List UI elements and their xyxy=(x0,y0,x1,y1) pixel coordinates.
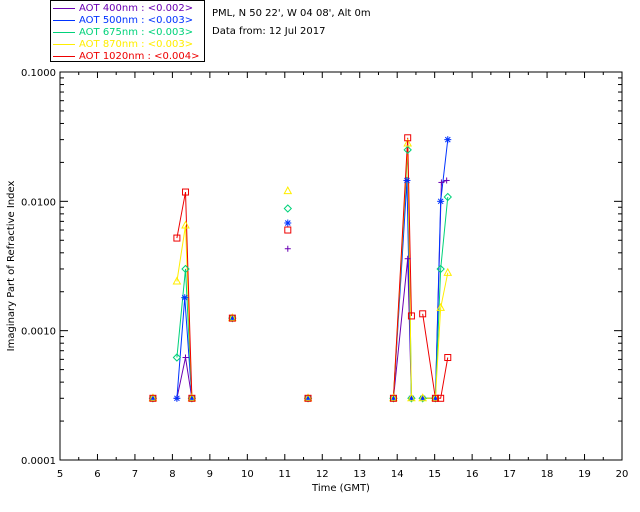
series-2-point xyxy=(403,145,412,155)
series-4-point xyxy=(431,394,439,402)
x-tick-label: 14 xyxy=(391,469,404,480)
series-1-point xyxy=(181,294,189,302)
series-3-point xyxy=(403,138,413,147)
x-tick-label: 17 xyxy=(503,469,516,480)
legend-label-675nm: AOT 675nm : <0.003> xyxy=(79,27,194,38)
legend-swatch-500nm xyxy=(53,19,75,21)
series-0-point xyxy=(443,177,450,184)
series-4-point xyxy=(407,312,415,320)
series-3-point xyxy=(283,186,293,195)
asterisk-marker-d2 xyxy=(284,220,291,226)
series-1-point xyxy=(403,176,411,184)
series-2-point xyxy=(407,394,416,403)
series-4-line xyxy=(176,191,193,399)
y-tick-label: 0.0001 xyxy=(21,456,56,467)
series-4-point xyxy=(437,394,445,402)
y-tick-label: 0.0100 xyxy=(21,197,56,208)
series-0-line xyxy=(422,179,447,399)
series-3-point xyxy=(407,393,416,402)
legend-swatch-675nm xyxy=(53,31,75,33)
y-tick-label: 0.1000 xyxy=(21,68,56,79)
legend-item-870nm: AOT 870nm : <0.003> xyxy=(53,39,193,51)
asterisk-marker-d2 xyxy=(444,136,451,143)
legend-swatch-400nm xyxy=(53,7,75,9)
site-info: PML, N 50 22', W 04 08', Alt 0m xyxy=(212,8,371,19)
series-3-point xyxy=(418,393,428,402)
series-4-point xyxy=(304,394,312,402)
legend-item-675nm: AOT 675nm : <0.003> xyxy=(53,27,193,39)
series-4-point xyxy=(419,310,427,318)
asterisk-marker-d2 xyxy=(437,198,444,205)
series-3-point xyxy=(181,220,190,229)
series-2-line xyxy=(176,268,193,399)
x-tick-label: 13 xyxy=(353,469,366,480)
legend-item-400nm: AOT 400nm : <0.002> xyxy=(53,3,193,15)
x-tick-label: 11 xyxy=(278,469,291,480)
x-tick-label: 19 xyxy=(578,469,591,480)
series-2-point xyxy=(181,264,190,274)
x-tick-label: 9 xyxy=(207,469,213,480)
series-2-point xyxy=(418,394,427,403)
series-2-point xyxy=(436,264,445,274)
series-4-point xyxy=(228,314,236,322)
x-tick-label: 10 xyxy=(241,469,254,480)
legend-item-1020nm: AOT 1020nm : <0.004> xyxy=(53,51,199,63)
asterisk-marker-d2 xyxy=(181,294,188,301)
legend-item-500nm: AOT 500nm : <0.003> xyxy=(53,15,193,27)
series-4-point xyxy=(284,226,292,234)
y-tick-label: 0.0010 xyxy=(21,327,56,338)
series-4-point xyxy=(149,394,157,402)
x-tick-label: 8 xyxy=(169,469,175,480)
series-4-line xyxy=(422,313,449,399)
series-4-point xyxy=(404,134,412,142)
series-2-point xyxy=(172,353,182,362)
asterisk-marker-d2 xyxy=(174,395,180,402)
legend: AOT 400nm : <0.002> AOT 500nm : <0.003> … xyxy=(50,0,205,62)
x-tick-label: 5 xyxy=(57,469,63,480)
legend-label-400nm: AOT 400nm : <0.002> xyxy=(79,3,194,14)
series-0-point xyxy=(438,179,445,186)
x-tick-label: 18 xyxy=(541,469,554,480)
series-1-point xyxy=(173,394,181,402)
x-tick-label: 20 xyxy=(616,469,629,480)
legend-swatch-1020nm xyxy=(53,55,75,57)
x-tick-label: 12 xyxy=(316,469,329,480)
series-1-point xyxy=(437,197,445,205)
series-2-line xyxy=(422,196,449,399)
series-3-point xyxy=(172,276,182,285)
asterisk-marker-d2 xyxy=(404,177,410,184)
series-3-point xyxy=(436,302,445,311)
series-3-line xyxy=(422,272,449,399)
series-4-point xyxy=(444,354,452,362)
series-4-line xyxy=(392,137,412,399)
series-2-point xyxy=(283,204,293,213)
series-2-point xyxy=(443,192,452,202)
legend-label-500nm: AOT 500nm : <0.003> xyxy=(79,15,194,26)
legend-swatch-870nm xyxy=(53,43,75,45)
plot-frame xyxy=(59,71,623,461)
x-tick-label: 16 xyxy=(466,469,479,480)
legend-label-870nm: AOT 870nm : <0.003> xyxy=(79,39,194,50)
x-tick-label: 15 xyxy=(428,469,441,480)
x-tick-label: 7 xyxy=(132,469,138,480)
series-1-point xyxy=(444,136,452,144)
series-4-point xyxy=(188,394,196,402)
date-info: Data from: 12 Jul 2017 xyxy=(212,26,326,37)
y-axis-label: Imaginary Part of Refractive Index xyxy=(6,181,17,352)
series-0-point xyxy=(182,354,189,361)
series-4-point xyxy=(173,234,181,242)
series-0-point xyxy=(284,245,291,252)
series-3-point xyxy=(443,267,453,276)
series-4-point xyxy=(182,188,190,196)
series-4-point xyxy=(389,394,397,402)
series-0-point xyxy=(404,255,411,262)
x-tick-label: 6 xyxy=(94,469,100,480)
series-1-point xyxy=(284,219,292,227)
legend-label-1020nm: AOT 1020nm : <0.004> xyxy=(79,51,200,62)
x-axis-label: Time (GMT) xyxy=(311,483,370,494)
